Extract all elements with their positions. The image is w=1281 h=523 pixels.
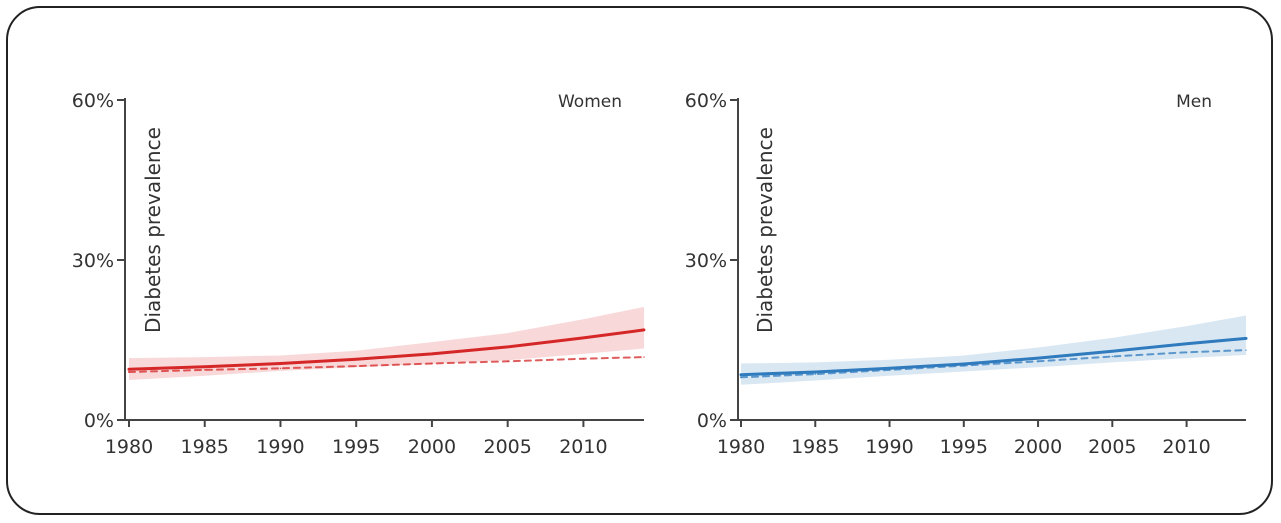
data-point xyxy=(431,353,433,355)
data-point xyxy=(888,367,891,369)
panel-title: Men xyxy=(1176,92,1212,112)
x-tick-label: 2000 xyxy=(408,436,456,458)
data-point xyxy=(814,371,816,373)
x-tick-label: 2010 xyxy=(559,436,607,458)
panel-title: Women xyxy=(558,92,622,112)
x-tick-label: 1995 xyxy=(940,436,988,458)
data-point xyxy=(1245,349,1247,351)
series-line-dashed xyxy=(128,356,645,373)
data-point xyxy=(582,337,585,339)
data-point xyxy=(279,367,282,369)
data-point xyxy=(643,329,645,331)
data-point xyxy=(1037,360,1039,362)
x-tick-label: 1990 xyxy=(865,436,913,458)
x-tick-label: 2000 xyxy=(1014,436,1062,458)
x-tick-label: 1980 xyxy=(105,436,153,458)
y-tick-label: 60% xyxy=(72,90,114,112)
y-axis-label: Diabetes prevalence xyxy=(753,127,777,333)
y-tick-label: 30% xyxy=(685,250,727,272)
data-point xyxy=(507,346,509,348)
data-point xyxy=(279,362,282,365)
data-point xyxy=(740,376,742,378)
data-point xyxy=(204,369,206,371)
series-line-dashed xyxy=(740,349,1247,379)
x-tick-label: 1990 xyxy=(256,436,304,458)
data-point xyxy=(1111,350,1113,352)
data-point xyxy=(814,373,816,375)
x-tick-label: 2010 xyxy=(1162,436,1210,458)
data-point xyxy=(128,368,130,370)
data-point xyxy=(963,363,965,365)
x-tick-label: 1980 xyxy=(717,436,765,458)
data-point xyxy=(355,358,357,360)
data-point xyxy=(128,371,130,373)
x-tick-label: 1985 xyxy=(791,436,839,458)
panel-men: 0% 30% 60% 1980 1985 1990 1995 2000 2005 2010 Men D… xyxy=(685,90,1248,458)
x-tick-label: 2005 xyxy=(1088,436,1136,458)
x-tick-label: 2005 xyxy=(483,436,531,458)
data-point xyxy=(431,362,433,365)
series-line-solid xyxy=(739,336,1248,377)
x-tick-label: 1985 xyxy=(181,436,229,458)
data-point xyxy=(204,366,206,368)
data-point xyxy=(1245,337,1247,339)
uncertainty-band xyxy=(129,306,644,380)
data-point xyxy=(1186,343,1188,345)
y-tick-label: 60% xyxy=(685,90,727,112)
x-tick-label: 1995 xyxy=(332,436,380,458)
y-axis-label: Diabetes prevalence xyxy=(141,127,165,333)
y-tick-label: 0% xyxy=(697,410,727,432)
data-point xyxy=(643,356,645,358)
chart-frame xyxy=(6,6,1273,515)
data-point xyxy=(355,365,357,367)
y-tick-label: 30% xyxy=(72,250,114,272)
data-point xyxy=(888,369,891,371)
data-point xyxy=(1186,351,1188,353)
series-line-solid xyxy=(127,328,646,371)
y-tick-label: 0% xyxy=(84,410,114,432)
data-point xyxy=(740,374,742,376)
data-point xyxy=(582,358,585,360)
data-point xyxy=(1111,355,1113,358)
data-point xyxy=(1037,357,1039,359)
panel-women: 0% 30% 60% 1980 1985 1990 1995 2000 2005 2010 Wome… xyxy=(72,90,646,458)
data-point xyxy=(963,365,965,367)
uncertainty-band xyxy=(741,315,1246,385)
data-point xyxy=(507,360,509,362)
